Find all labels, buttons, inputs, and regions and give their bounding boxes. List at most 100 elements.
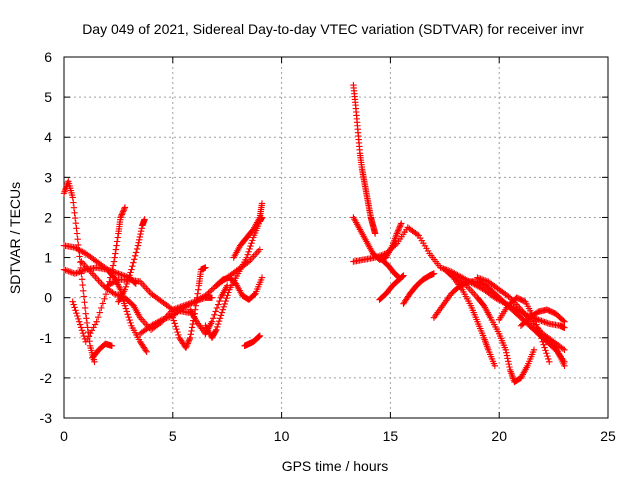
data-point <box>393 230 401 237</box>
data-point <box>538 317 545 325</box>
data-point <box>503 349 510 356</box>
y-tick-label: 1 <box>44 250 52 266</box>
data-point <box>110 258 118 265</box>
data-point <box>112 291 119 298</box>
data-point <box>540 341 547 348</box>
data-point <box>203 291 211 298</box>
data-point <box>214 320 222 328</box>
data-point <box>480 276 487 284</box>
data-point <box>125 313 132 321</box>
data-point <box>126 316 133 324</box>
data-point <box>169 314 176 321</box>
data-point <box>112 250 119 257</box>
data-point <box>107 267 114 274</box>
data-point <box>188 327 195 335</box>
data-point <box>74 269 82 276</box>
data-point <box>127 269 134 276</box>
data-point <box>109 262 117 269</box>
data-point <box>133 245 141 253</box>
data-point <box>111 254 118 261</box>
data-point <box>172 323 179 330</box>
data-point <box>110 290 118 297</box>
data-point <box>541 344 548 351</box>
data-point <box>185 337 193 344</box>
data-point <box>171 320 178 327</box>
data-point <box>157 317 164 324</box>
data-point <box>219 306 227 313</box>
data-point <box>113 242 120 249</box>
data-point <box>384 248 391 256</box>
data-point <box>163 314 170 322</box>
data-point <box>78 327 86 334</box>
data-point <box>187 331 195 338</box>
data-point <box>214 301 222 308</box>
data-series <box>60 81 568 386</box>
series-arc-19 <box>378 256 403 281</box>
data-point <box>83 319 91 327</box>
data-point <box>220 303 227 311</box>
series-arc-16 <box>350 81 379 237</box>
data-point <box>218 309 226 316</box>
data-point <box>136 233 144 241</box>
data-point <box>71 209 78 217</box>
data-point <box>371 230 379 237</box>
data-point <box>561 324 568 331</box>
data-point <box>62 266 69 274</box>
x-tick-label: 15 <box>383 428 399 444</box>
data-point <box>82 310 89 317</box>
y-tick-label: 6 <box>44 49 52 65</box>
data-point <box>118 293 126 300</box>
data-point <box>504 355 511 362</box>
data-point <box>208 294 216 301</box>
data-point <box>160 315 167 323</box>
data-point <box>379 251 387 258</box>
data-point <box>91 321 99 328</box>
data-point <box>376 252 384 260</box>
data-point <box>65 268 72 275</box>
data-point <box>108 266 116 273</box>
data-point <box>430 270 438 277</box>
data-point <box>138 225 145 232</box>
data-point <box>223 295 230 302</box>
data-point <box>161 315 169 322</box>
data-point <box>546 358 553 366</box>
y-tick-label: 5 <box>44 89 52 105</box>
y-axis-label: SDTVAR / TECUs <box>7 182 23 294</box>
data-point <box>96 309 103 316</box>
data-point <box>91 358 98 366</box>
data-point <box>244 251 251 258</box>
data-point <box>208 318 216 325</box>
data-point <box>108 342 116 349</box>
data-point <box>78 276 86 283</box>
data-point <box>107 274 114 281</box>
data-point <box>541 318 548 326</box>
series-arc-20 <box>376 272 407 303</box>
data-point <box>392 241 399 249</box>
data-point <box>168 305 175 312</box>
data-point <box>208 286 215 294</box>
data-point <box>76 268 83 276</box>
series-arc-28 <box>535 330 568 370</box>
data-point <box>189 320 196 328</box>
data-point <box>80 287 87 294</box>
data-point <box>245 248 252 256</box>
data-point <box>83 315 90 322</box>
data-point <box>373 253 380 261</box>
series-arc-24 <box>452 274 538 386</box>
data-point <box>88 327 96 334</box>
data-point <box>542 347 549 354</box>
data-point <box>224 292 231 299</box>
data-point <box>224 282 231 289</box>
data-point <box>477 275 484 282</box>
data-point <box>258 274 266 281</box>
data-point <box>474 274 481 281</box>
data-point <box>533 321 540 328</box>
data-point <box>535 316 542 323</box>
data-point <box>187 334 194 341</box>
x-tick-label: 25 <box>600 428 616 444</box>
data-point <box>68 269 75 276</box>
data-point <box>122 283 130 290</box>
y-tick-label: 3 <box>44 169 52 185</box>
data-point <box>185 338 192 346</box>
